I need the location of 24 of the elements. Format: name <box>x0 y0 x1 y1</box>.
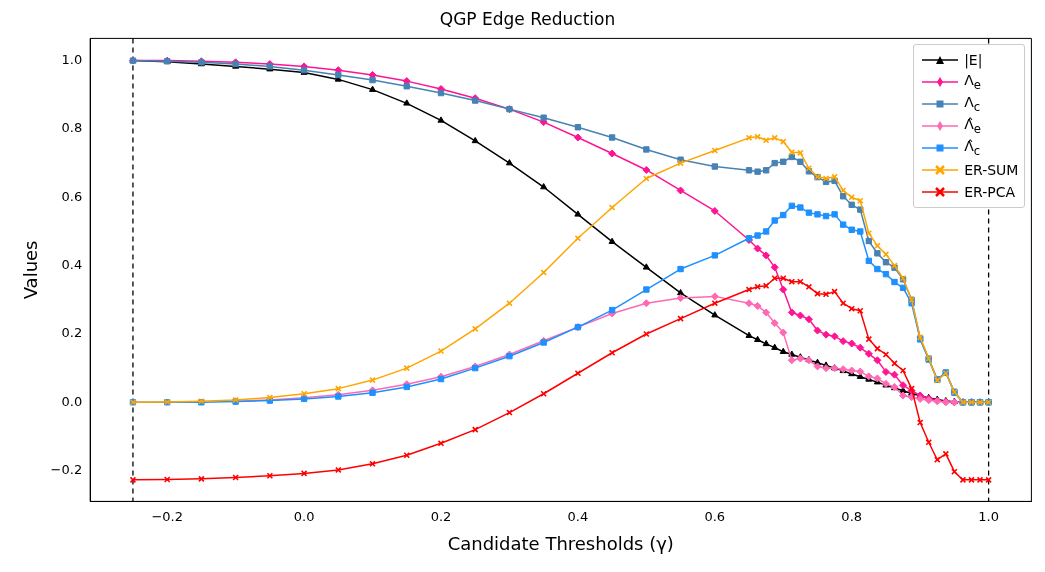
y-tick-label: 0.0 <box>61 393 83 409</box>
x-tick-label: 0.8 <box>841 508 863 524</box>
x-tick-label: −0.2 <box>151 508 183 524</box>
x-tick-label: 0.0 <box>293 508 315 524</box>
legend-label: ER-PCA <box>964 184 1015 201</box>
y-axis-title: Values <box>20 240 42 300</box>
y-tick-label: 1.0 <box>61 51 83 67</box>
y-tick-label: 0.4 <box>61 257 83 272</box>
legend-label: Λ̂$_{c}$ <box>964 138 981 159</box>
x-tick-label: 0.4 <box>567 508 589 524</box>
chart-title: QGP Edge Reduction <box>439 8 616 29</box>
x-tick-label: 1.0 <box>978 508 999 524</box>
x-tick-label: 0.2 <box>430 508 452 524</box>
y-tick-label: 0.8 <box>61 120 83 136</box>
legend-label: Λ̂$_{e}$ <box>964 116 981 137</box>
legend-label: Λ$_{e}$ <box>964 72 981 93</box>
x-tick-label: 0.6 <box>704 508 726 524</box>
y-tick-label: −0.2 <box>50 462 83 478</box>
x-axis-title: Candidate Thresholds (γ) <box>446 533 675 554</box>
y-tick-label: 0.6 <box>61 188 83 204</box>
legend-label: Λ$_{c}$ <box>964 94 981 115</box>
legend-label: ER-SUM <box>964 162 1019 179</box>
y-tick-label: 0.2 <box>61 325 83 341</box>
legend-label: |E| <box>964 52 983 69</box>
